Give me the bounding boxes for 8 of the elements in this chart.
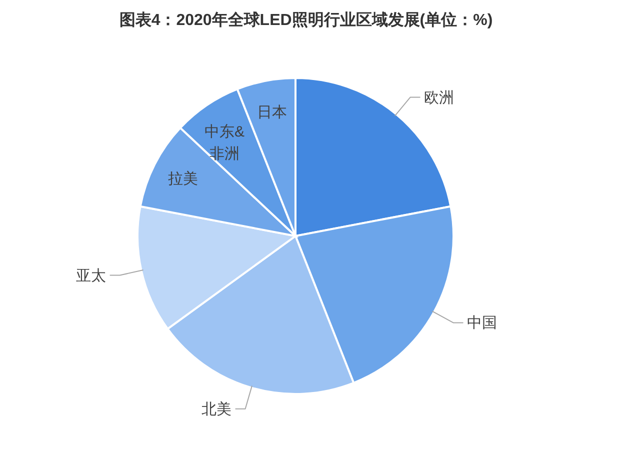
slice-label: 欧洲 (424, 89, 454, 106)
slice-label: 北美 (201, 400, 232, 418)
chart-title: 图表4：2020年全球LED照明行业区域发展(单位：%) (119, 11, 493, 29)
slice-label: 日本 (256, 104, 287, 121)
slice-label: 亚太 (76, 267, 106, 284)
slice-label: 中东&非洲 (204, 123, 244, 162)
slice-label: 中国 (467, 314, 498, 332)
slice-label: 拉美 (168, 170, 198, 188)
